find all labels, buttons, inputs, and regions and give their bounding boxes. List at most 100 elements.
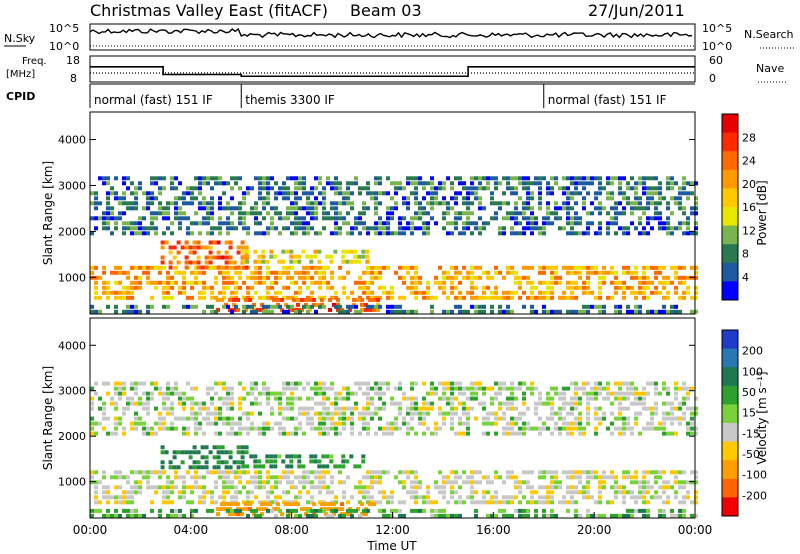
echo-cell xyxy=(678,295,682,300)
echo-cell xyxy=(365,254,370,259)
echo-cell xyxy=(226,431,230,436)
velocity-cells xyxy=(90,381,698,518)
echo-cell xyxy=(510,396,514,401)
echo-cell xyxy=(594,270,598,275)
echo-cell xyxy=(166,500,170,505)
echo-cell xyxy=(250,295,254,300)
echo-cell xyxy=(386,221,390,226)
echo-cell xyxy=(254,381,258,386)
echo-cell xyxy=(278,304,282,309)
echo-cell xyxy=(372,502,376,507)
echo-cell xyxy=(182,290,186,295)
echo-cell xyxy=(398,231,402,236)
echo-cell xyxy=(114,475,118,480)
echo-cell xyxy=(106,381,110,386)
echo-cell xyxy=(360,502,364,507)
echo-cell xyxy=(341,464,346,469)
echo-cell xyxy=(398,226,402,231)
echo-cell xyxy=(458,216,462,221)
echo-cell xyxy=(366,508,370,513)
echo-cell xyxy=(230,221,234,226)
echo-cell xyxy=(170,295,174,300)
echo-cell xyxy=(406,181,410,186)
echo-cell xyxy=(618,181,622,186)
echo-cell xyxy=(598,290,602,295)
echo-cell xyxy=(462,221,466,226)
echo-cell xyxy=(494,285,498,290)
echo-cell xyxy=(590,221,594,226)
echo-cell xyxy=(298,475,302,480)
echo-cell xyxy=(216,450,221,455)
echo-cell xyxy=(606,196,610,201)
echo-cell xyxy=(254,396,258,401)
echo-cell xyxy=(410,495,414,500)
echo-cell xyxy=(438,426,442,431)
echo-cell xyxy=(394,181,398,186)
echo-cell xyxy=(202,201,206,206)
echo-cell xyxy=(350,231,354,236)
echo-cell xyxy=(354,508,358,513)
echo-cell xyxy=(160,445,165,450)
echo-cell xyxy=(422,508,426,513)
echo-cell xyxy=(470,201,474,206)
echo-cell xyxy=(414,431,418,436)
echo-cell xyxy=(206,508,210,513)
echo-cell xyxy=(530,490,534,495)
echo-cell xyxy=(618,391,622,396)
echo-cell xyxy=(414,290,418,295)
echo-cell xyxy=(318,201,322,206)
echo-cell xyxy=(246,391,250,396)
echo-cell xyxy=(216,255,221,260)
echo-cell xyxy=(214,391,218,396)
echo-cell xyxy=(322,391,326,396)
echo-cell xyxy=(274,191,278,196)
echo-cell xyxy=(226,206,230,211)
echo-cell xyxy=(286,226,290,231)
echo-cell xyxy=(122,426,126,431)
echo-cell xyxy=(114,485,118,490)
echo-cell xyxy=(218,416,222,421)
echo-cell xyxy=(114,391,118,396)
echo-cell xyxy=(670,181,674,186)
echo-cell xyxy=(394,401,398,406)
echo-cell xyxy=(126,304,130,309)
echo-cell xyxy=(598,295,602,300)
echo-cell xyxy=(176,465,181,470)
echo-cell xyxy=(106,201,110,206)
echo-cell xyxy=(598,386,602,391)
echo-cell xyxy=(518,176,522,181)
echo-cell xyxy=(654,490,658,495)
echo-cell xyxy=(610,280,614,285)
echo-cell xyxy=(306,490,310,495)
echo-cell xyxy=(462,181,466,186)
echo-cell xyxy=(558,431,562,436)
echo-cell xyxy=(606,295,610,300)
echo-cell xyxy=(622,406,626,411)
echo-cell xyxy=(334,508,338,513)
echo-cell xyxy=(594,191,598,196)
echo-cell xyxy=(134,381,138,386)
echo-cell xyxy=(478,309,482,314)
colorbar-frame xyxy=(721,113,739,301)
echo-cell xyxy=(162,280,166,285)
echo-cell xyxy=(114,295,118,300)
echo-cell xyxy=(670,411,674,416)
echo-cell xyxy=(626,285,630,290)
echo-cell xyxy=(682,295,686,300)
echo-cell xyxy=(514,290,518,295)
echo-cell xyxy=(474,396,478,401)
echo-cell xyxy=(162,216,166,221)
echo-cell xyxy=(218,270,222,275)
echo-cell xyxy=(482,176,486,181)
echo-cell xyxy=(394,421,398,426)
echo-cell xyxy=(178,290,182,295)
echo-cell xyxy=(258,391,262,396)
echo-cell xyxy=(254,201,258,206)
echo-cell xyxy=(282,285,286,290)
echo-cell xyxy=(514,386,518,391)
echo-cell xyxy=(550,386,554,391)
echo-cell xyxy=(174,196,178,201)
echo-cell xyxy=(510,416,514,421)
echo-cell xyxy=(414,280,418,285)
echo-cell xyxy=(290,391,294,396)
